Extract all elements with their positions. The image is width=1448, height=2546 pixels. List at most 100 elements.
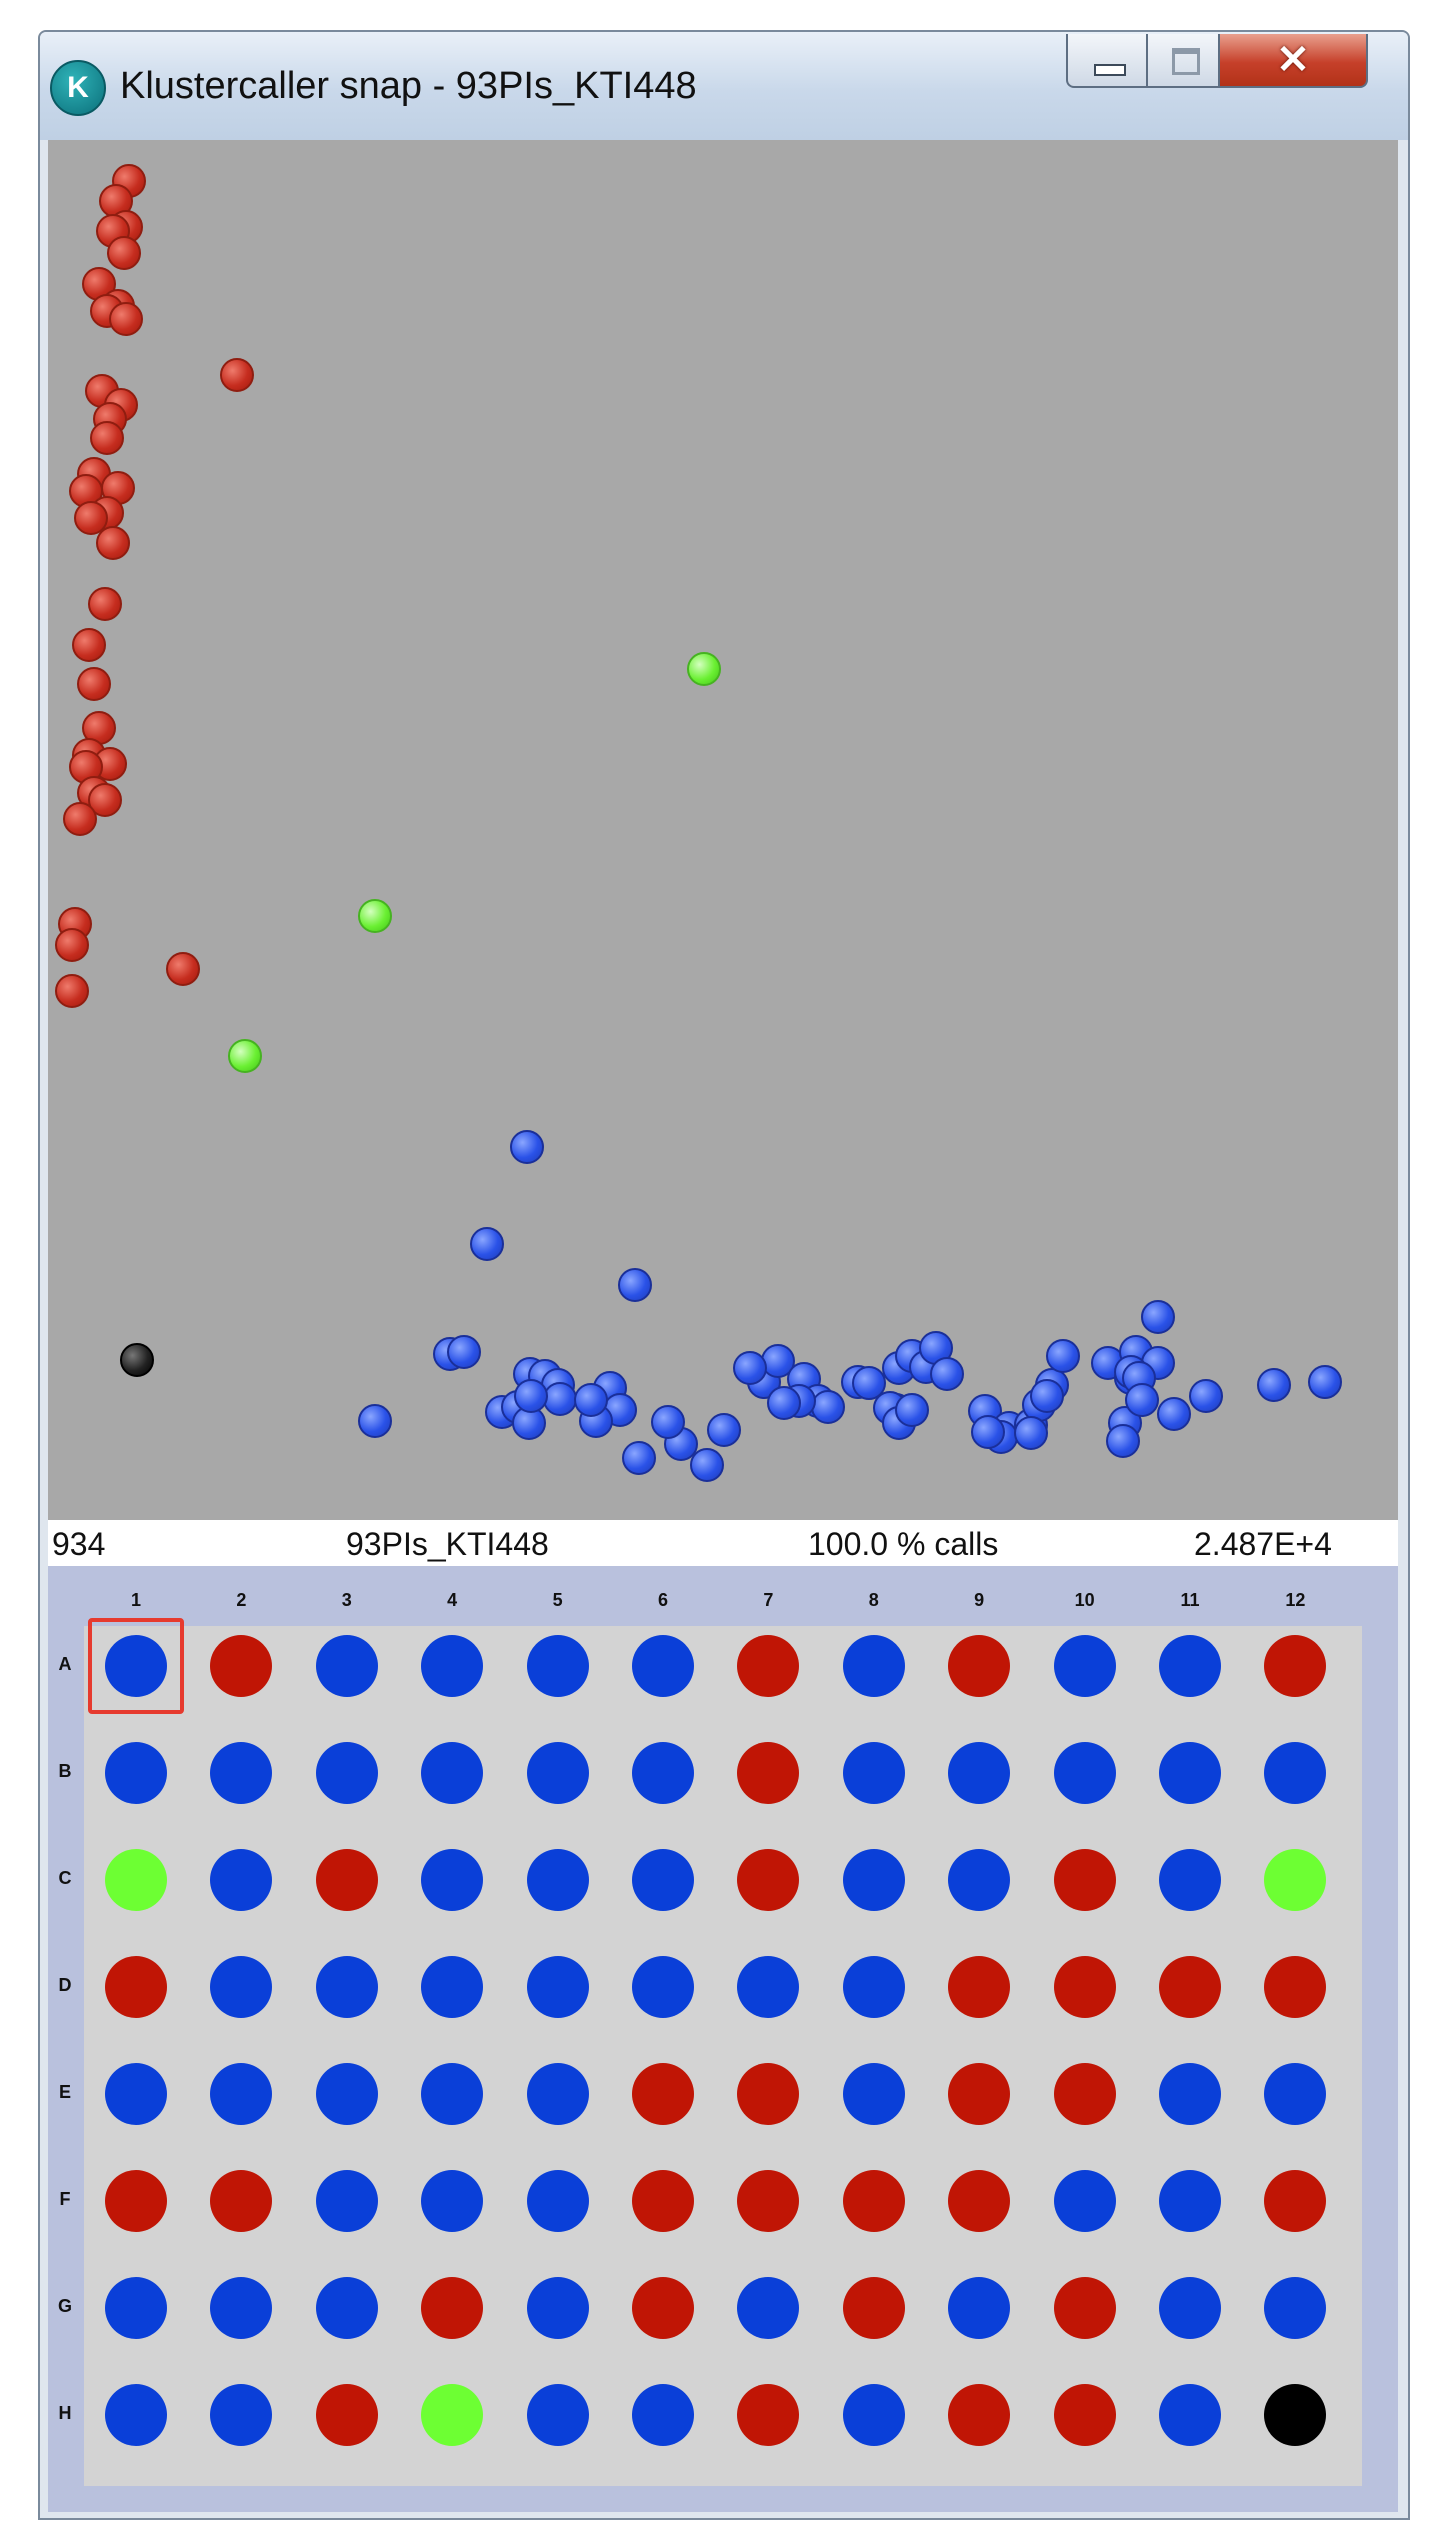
well-H9[interactable] <box>948 2384 1011 2446</box>
well-A7[interactable] <box>737 1635 800 1697</box>
scatter-point-blue[interactable] <box>733 1351 767 1386</box>
well-F2[interactable] <box>210 2170 273 2232</box>
scatter-point-blue[interactable] <box>1156 1396 1191 1431</box>
scatter-point-blue[interactable] <box>1030 1378 1064 1413</box>
scatter-point-red[interactable] <box>90 421 125 456</box>
well-F8[interactable] <box>842 2170 905 2232</box>
well-E5[interactable] <box>526 2063 589 2125</box>
well-B3[interactable] <box>315 1742 378 1804</box>
scatter-point-red[interactable] <box>109 302 144 337</box>
well-F1[interactable] <box>105 2170 167 2232</box>
well-E4[interactable] <box>421 2063 484 2125</box>
well-B8[interactable] <box>842 1742 905 1804</box>
well-D9[interactable] <box>948 1956 1011 2018</box>
scatter-point-blue[interactable] <box>811 1389 846 1424</box>
scatter-point-red[interactable] <box>87 586 122 621</box>
well-D2[interactable] <box>210 1956 273 2018</box>
well-C4[interactable] <box>421 1849 484 1911</box>
well-A4[interactable] <box>421 1635 484 1697</box>
well-H10[interactable] <box>1053 2384 1116 2446</box>
well-D10[interactable] <box>1053 1956 1116 2018</box>
well-E2[interactable] <box>210 2063 273 2125</box>
well-E12[interactable] <box>1264 2063 1327 2125</box>
well-B10[interactable] <box>1053 1742 1116 1804</box>
well-G2[interactable] <box>210 2277 273 2339</box>
well-H1[interactable] <box>105 2384 167 2446</box>
well-A2[interactable] <box>210 1635 273 1697</box>
scatter-point-blue[interactable] <box>707 1413 742 1448</box>
scatter-point-red[interactable] <box>63 801 98 836</box>
well-C5[interactable] <box>526 1849 589 1911</box>
well-E3[interactable] <box>315 2063 378 2125</box>
well-F9[interactable] <box>948 2170 1011 2232</box>
well-H7[interactable] <box>737 2384 800 2446</box>
scatter-point-red[interactable] <box>76 666 111 701</box>
minimize-button[interactable] <box>1066 34 1148 88</box>
well-D8[interactable] <box>842 1956 905 2018</box>
scatter-point-blue[interactable] <box>650 1405 685 1440</box>
well-B2[interactable] <box>210 1742 273 1804</box>
well-D12[interactable] <box>1264 1956 1327 2018</box>
scatter-point-blue[interactable] <box>1105 1424 1140 1459</box>
well-B7[interactable] <box>737 1742 800 1804</box>
well-A1[interactable] <box>105 1635 167 1697</box>
well-D1[interactable] <box>105 1956 167 2018</box>
well-B9[interactable] <box>948 1742 1011 1804</box>
well-D4[interactable] <box>421 1956 484 2018</box>
well-F12[interactable] <box>1264 2170 1327 2232</box>
scatter-point-blue[interactable] <box>1308 1365 1343 1399</box>
scatter-point-blue[interactable] <box>1140 1300 1175 1335</box>
scatter-point-blue[interactable] <box>689 1447 724 1482</box>
well-D7[interactable] <box>737 1956 800 2018</box>
well-A5[interactable] <box>526 1635 589 1697</box>
scatter-point-blue[interactable] <box>970 1414 1005 1449</box>
well-B5[interactable] <box>526 1742 589 1804</box>
maximize-button[interactable] <box>1146 34 1220 88</box>
title-bar[interactable]: K Klustercaller snap - 93PIs_KTI448 ✕ <box>40 32 1408 140</box>
well-B4[interactable] <box>421 1742 484 1804</box>
well-G8[interactable] <box>842 2277 905 2339</box>
well-B1[interactable] <box>105 1742 167 1804</box>
well-D11[interactable] <box>1159 1956 1221 2018</box>
close-button[interactable]: ✕ <box>1218 34 1368 88</box>
well-C1[interactable] <box>105 1849 167 1911</box>
well-E8[interactable] <box>842 2063 905 2125</box>
well-G11[interactable] <box>1159 2277 1221 2339</box>
well-C7[interactable] <box>737 1849 800 1911</box>
scatter-point-green[interactable] <box>357 898 392 933</box>
scatter-point-blue[interactable] <box>766 1385 801 1420</box>
scatter-point-blue[interactable] <box>851 1366 886 1401</box>
well-A8[interactable] <box>842 1635 905 1697</box>
well-E10[interactable] <box>1053 2063 1116 2125</box>
scatter-point-blue[interactable] <box>357 1403 392 1438</box>
well-A11[interactable] <box>1159 1635 1221 1697</box>
well-D6[interactable] <box>632 1956 694 2018</box>
well-G10[interactable] <box>1053 2277 1116 2339</box>
scatter-point-black[interactable] <box>120 1342 155 1377</box>
scatter-point-red[interactable] <box>95 525 130 560</box>
well-B12[interactable] <box>1264 1742 1327 1804</box>
well-G4[interactable] <box>421 2277 484 2339</box>
well-F11[interactable] <box>1159 2170 1221 2232</box>
scatter-point-red[interactable] <box>166 952 200 987</box>
scatter-point-blue[interactable] <box>1189 1378 1224 1413</box>
well-F6[interactable] <box>632 2170 694 2232</box>
well-C8[interactable] <box>842 1849 905 1911</box>
well-C9[interactable] <box>948 1849 1011 1911</box>
well-A10[interactable] <box>1053 1635 1116 1697</box>
well-H8[interactable] <box>842 2384 905 2446</box>
well-F10[interactable] <box>1053 2170 1116 2232</box>
well-A3[interactable] <box>315 1635 378 1697</box>
well-C10[interactable] <box>1053 1849 1116 1911</box>
well-G6[interactable] <box>632 2277 694 2339</box>
well-G7[interactable] <box>737 2277 800 2339</box>
well-F7[interactable] <box>737 2170 800 2232</box>
well-G9[interactable] <box>948 2277 1011 2339</box>
scatter-point-green[interactable] <box>687 651 722 686</box>
scatter-point-red[interactable] <box>55 974 90 1009</box>
well-H12[interactable] <box>1264 2384 1327 2446</box>
well-B6[interactable] <box>632 1742 694 1804</box>
well-E6[interactable] <box>632 2063 694 2125</box>
well-E7[interactable] <box>737 2063 800 2125</box>
scatter-point-blue[interactable] <box>895 1392 929 1427</box>
